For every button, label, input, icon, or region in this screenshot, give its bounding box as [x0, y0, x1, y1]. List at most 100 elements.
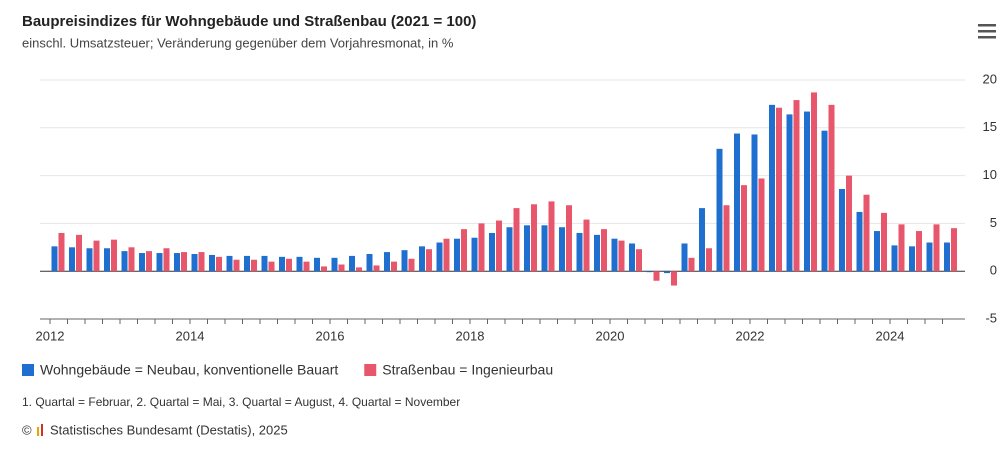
- bar: [804, 111, 810, 272]
- y-tick-label: 20: [983, 71, 997, 86]
- y-tick-label: 10: [983, 167, 997, 182]
- bar: [146, 251, 152, 272]
- bar: [303, 261, 310, 272]
- y-tick-label: 15: [983, 119, 997, 134]
- legend-swatch: [364, 364, 377, 376]
- bar: [706, 248, 712, 272]
- x-tick-label: 2016: [316, 328, 345, 343]
- bar: [758, 178, 765, 272]
- bar: [559, 227, 565, 272]
- menu-bar[interactable]: [978, 24, 996, 27]
- bar: [419, 246, 425, 272]
- bar: [156, 253, 163, 272]
- bar: [734, 133, 740, 272]
- bar: [338, 264, 345, 272]
- bar: [181, 252, 187, 272]
- copyright-icon: ©: [22, 422, 32, 437]
- bar: [576, 232, 583, 272]
- bar: [881, 212, 887, 272]
- bar: [513, 208, 520, 272]
- bar: [699, 208, 705, 272]
- bar: [251, 259, 257, 272]
- logo: [37, 427, 39, 436]
- bar: [489, 232, 495, 272]
- bar: [909, 246, 915, 272]
- bar: [461, 229, 467, 272]
- bar: [408, 258, 415, 272]
- bar: [786, 114, 793, 272]
- menu-icon[interactable]: [978, 24, 996, 39]
- note: 1. Quartal = Februar, 2. Quartal = Mai, …: [22, 395, 460, 409]
- chart-subtitle: einschl. Umsatzsteuer; Veränderung gegen…: [22, 35, 454, 50]
- bar: [261, 255, 268, 272]
- bar: [331, 257, 338, 272]
- x-tick-label: 2022: [736, 328, 765, 343]
- bar: [601, 229, 607, 272]
- bar: [349, 255, 355, 272]
- bar: [751, 134, 758, 272]
- bar: [688, 257, 695, 272]
- bar: [583, 219, 590, 272]
- bar: [426, 249, 432, 272]
- bar: [496, 220, 502, 272]
- bar: [723, 205, 730, 272]
- bar: [436, 242, 443, 272]
- bar: [104, 248, 110, 272]
- legend-label: Wohngebäude = Neubau, konventionelle Bau…: [40, 362, 338, 378]
- y-tick-label: 5: [990, 215, 997, 230]
- bar: [478, 223, 485, 272]
- bar: [856, 211, 863, 272]
- bar: [916, 231, 922, 272]
- bar: [681, 243, 688, 272]
- bar: [321, 266, 327, 272]
- bar: [93, 240, 100, 272]
- bar: [629, 243, 635, 272]
- bar: [776, 107, 782, 272]
- bar: [828, 104, 835, 272]
- bar: [863, 194, 870, 272]
- bar: [296, 256, 303, 272]
- bar: [611, 238, 618, 272]
- bar: [898, 224, 905, 272]
- bar: [933, 224, 940, 272]
- x-tick-label: 2012: [36, 328, 65, 343]
- x-tick-label: 2018: [456, 328, 485, 343]
- bar: [216, 256, 222, 272]
- bar: [209, 254, 215, 272]
- bar: [174, 253, 180, 272]
- bar: [839, 188, 845, 272]
- bar: [769, 104, 775, 272]
- bar: [926, 242, 933, 272]
- bar: [618, 240, 625, 272]
- bar: [76, 234, 82, 272]
- bar: [244, 255, 250, 272]
- bar: [401, 250, 408, 272]
- bar: [524, 225, 530, 272]
- menu-bar[interactable]: [978, 30, 996, 33]
- bar: [741, 185, 747, 272]
- bar: [664, 271, 670, 274]
- bar: [454, 238, 460, 272]
- menu-bar[interactable]: [978, 36, 996, 39]
- bar: [121, 251, 128, 272]
- bar: [198, 252, 205, 272]
- y-tick-label: 0: [990, 263, 997, 278]
- chart-title: Baupreisindizes für Wohngebäude und Stra…: [22, 13, 476, 30]
- bar: [384, 252, 390, 272]
- bar: [58, 232, 65, 272]
- bar: [548, 201, 555, 272]
- bar: [594, 234, 600, 272]
- bar: [279, 256, 285, 272]
- bar: [356, 267, 362, 272]
- bar: [139, 253, 145, 272]
- bar: [286, 258, 292, 272]
- bar: [874, 231, 880, 272]
- bar: [566, 205, 572, 272]
- bar: [471, 237, 478, 272]
- bar: [111, 239, 117, 272]
- bar: [191, 253, 198, 272]
- bar: [506, 227, 513, 272]
- bar: [233, 259, 240, 272]
- bar: [314, 257, 320, 272]
